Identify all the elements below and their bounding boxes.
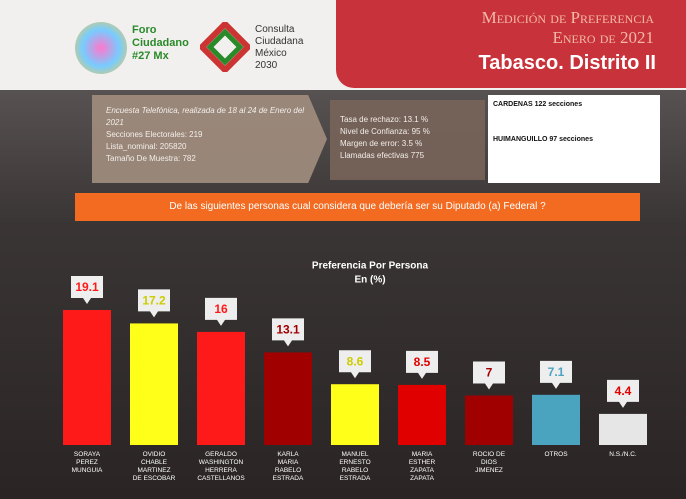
bar bbox=[130, 323, 178, 445]
value-label: 4.4 bbox=[615, 384, 632, 398]
category-label: N.S./N.C. bbox=[609, 451, 637, 458]
bar bbox=[599, 414, 647, 445]
chart: Preferencia Por Persona En (%) 19.1 SORAY… bbox=[0, 0, 686, 499]
chart-title: Preferencia Por Persona bbox=[312, 261, 429, 272]
bar bbox=[465, 396, 513, 445]
bar bbox=[398, 385, 446, 445]
bar bbox=[264, 352, 312, 445]
bar bbox=[532, 395, 580, 445]
infographic: Foro Ciudadano #27 Mx Consulta Ciudadana… bbox=[0, 0, 686, 499]
value-label: 16 bbox=[214, 302, 228, 316]
value-label: 19.1 bbox=[75, 280, 99, 294]
bar bbox=[331, 384, 379, 445]
value-label: 7.1 bbox=[548, 365, 565, 379]
value-label: 8.6 bbox=[347, 354, 364, 368]
value-label: 8.5 bbox=[414, 355, 431, 369]
bar bbox=[197, 332, 245, 445]
category-label: OTROS bbox=[544, 451, 568, 458]
chart-subtitle: En (%) bbox=[354, 275, 385, 286]
value-label: 13.1 bbox=[276, 323, 300, 337]
value-label: 7 bbox=[486, 366, 493, 380]
value-label: 17.2 bbox=[142, 294, 166, 308]
bar bbox=[63, 310, 111, 445]
